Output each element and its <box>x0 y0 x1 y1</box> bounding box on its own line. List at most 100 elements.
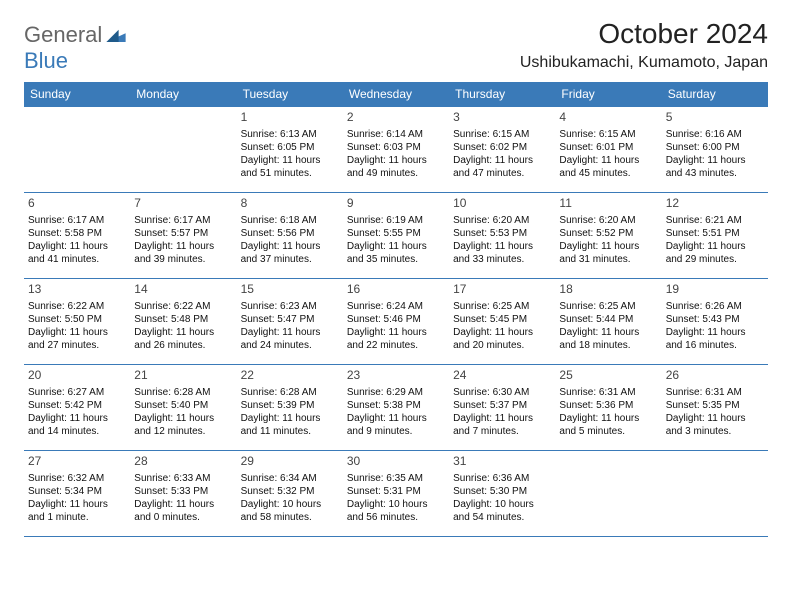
sunset-line: Sunset: 5:34 PM <box>28 485 126 498</box>
daylight-line: Daylight: 11 hours and 24 minutes. <box>241 326 339 352</box>
day-number: 14 <box>134 282 232 298</box>
calendar-day: 26Sunrise: 6:31 AMSunset: 5:35 PMDayligh… <box>662 365 768 451</box>
sunrise-line: Sunrise: 6:30 AM <box>453 386 551 399</box>
day-number: 30 <box>347 454 445 470</box>
day-header: Monday <box>130 82 236 107</box>
sunrise-line: Sunrise: 6:13 AM <box>241 128 339 141</box>
sunset-line: Sunset: 5:32 PM <box>241 485 339 498</box>
sunset-line: Sunset: 5:33 PM <box>134 485 232 498</box>
sunset-line: Sunset: 5:42 PM <box>28 399 126 412</box>
daylight-line: Daylight: 11 hours and 41 minutes. <box>28 240 126 266</box>
sunrise-line: Sunrise: 6:31 AM <box>559 386 657 399</box>
day-number: 19 <box>666 282 764 298</box>
sunrise-line: Sunrise: 6:16 AM <box>666 128 764 141</box>
sunrise-line: Sunrise: 6:20 AM <box>453 214 551 227</box>
logo: GeneralBlue <box>24 18 126 74</box>
calendar-day: 19Sunrise: 6:26 AMSunset: 5:43 PMDayligh… <box>662 279 768 365</box>
daylight-line: Daylight: 11 hours and 3 minutes. <box>666 412 764 438</box>
daylight-line: Daylight: 11 hours and 1 minute. <box>28 498 126 524</box>
sunset-line: Sunset: 5:36 PM <box>559 399 657 412</box>
sunset-line: Sunset: 5:43 PM <box>666 313 764 326</box>
calendar-day: 12Sunrise: 6:21 AMSunset: 5:51 PMDayligh… <box>662 193 768 279</box>
sunrise-line: Sunrise: 6:19 AM <box>347 214 445 227</box>
calendar-day: 21Sunrise: 6:28 AMSunset: 5:40 PMDayligh… <box>130 365 236 451</box>
calendar-day: 8Sunrise: 6:18 AMSunset: 5:56 PMDaylight… <box>237 193 343 279</box>
daylight-line: Daylight: 11 hours and 27 minutes. <box>28 326 126 352</box>
calendar-day: 20Sunrise: 6:27 AMSunset: 5:42 PMDayligh… <box>24 365 130 451</box>
sunset-line: Sunset: 5:30 PM <box>453 485 551 498</box>
calendar-head: SundayMondayTuesdayWednesdayThursdayFrid… <box>24 82 768 107</box>
daylight-line: Daylight: 11 hours and 29 minutes. <box>666 240 764 266</box>
sunrise-line: Sunrise: 6:17 AM <box>134 214 232 227</box>
calendar-day: 18Sunrise: 6:25 AMSunset: 5:44 PMDayligh… <box>555 279 661 365</box>
calendar-day: 4Sunrise: 6:15 AMSunset: 6:01 PMDaylight… <box>555 107 661 193</box>
daylight-line: Daylight: 11 hours and 7 minutes. <box>453 412 551 438</box>
page-header: GeneralBlue October 2024 Ushibukamachi, … <box>24 18 768 74</box>
month-title: October 2024 <box>520 18 768 50</box>
day-number: 16 <box>347 282 445 298</box>
sunrise-line: Sunrise: 6:31 AM <box>666 386 764 399</box>
calendar-day: 29Sunrise: 6:34 AMSunset: 5:32 PMDayligh… <box>237 451 343 537</box>
sunrise-line: Sunrise: 6:21 AM <box>666 214 764 227</box>
calendar-day-empty <box>662 451 768 537</box>
day-number: 2 <box>347 110 445 126</box>
daylight-line: Daylight: 11 hours and 11 minutes. <box>241 412 339 438</box>
daylight-line: Daylight: 11 hours and 39 minutes. <box>134 240 232 266</box>
sunset-line: Sunset: 5:48 PM <box>134 313 232 326</box>
sunset-line: Sunset: 5:46 PM <box>347 313 445 326</box>
sunset-line: Sunset: 5:57 PM <box>134 227 232 240</box>
title-block: October 2024 Ushibukamachi, Kumamoto, Ja… <box>520 18 768 72</box>
calendar-day: 25Sunrise: 6:31 AMSunset: 5:36 PMDayligh… <box>555 365 661 451</box>
day-number: 18 <box>559 282 657 298</box>
calendar-day: 28Sunrise: 6:33 AMSunset: 5:33 PMDayligh… <box>130 451 236 537</box>
sunset-line: Sunset: 5:52 PM <box>559 227 657 240</box>
day-number: 5 <box>666 110 764 126</box>
day-number: 27 <box>28 454 126 470</box>
day-number: 24 <box>453 368 551 384</box>
sunrise-line: Sunrise: 6:28 AM <box>134 386 232 399</box>
sunset-line: Sunset: 5:31 PM <box>347 485 445 498</box>
sunset-line: Sunset: 5:37 PM <box>453 399 551 412</box>
calendar-day: 22Sunrise: 6:28 AMSunset: 5:39 PMDayligh… <box>237 365 343 451</box>
daylight-line: Daylight: 11 hours and 43 minutes. <box>666 154 764 180</box>
sunrise-line: Sunrise: 6:25 AM <box>559 300 657 313</box>
day-number: 8 <box>241 196 339 212</box>
daylight-line: Daylight: 11 hours and 37 minutes. <box>241 240 339 266</box>
daylight-line: Daylight: 11 hours and 33 minutes. <box>453 240 551 266</box>
day-number: 29 <box>241 454 339 470</box>
day-number: 7 <box>134 196 232 212</box>
day-header: Thursday <box>449 82 555 107</box>
calendar-day: 27 Sunrise: 6:32 AMSunset: 5:34 PMDayligh… <box>24 451 130 537</box>
calendar-day: 5Sunrise: 6:16 AMSunset: 6:00 PMDaylight… <box>662 107 768 193</box>
sunset-line: Sunset: 5:40 PM <box>134 399 232 412</box>
daylight-line: Daylight: 11 hours and 35 minutes. <box>347 240 445 266</box>
calendar-day: 17Sunrise: 6:25 AMSunset: 5:45 PMDayligh… <box>449 279 555 365</box>
day-header: Sunday <box>24 82 130 107</box>
calendar-week: 20Sunrise: 6:27 AMSunset: 5:42 PMDayligh… <box>24 365 768 451</box>
calendar-day: 14 Sunrise: 6:22 AMSunset: 5:48 PMDayligh… <box>130 279 236 365</box>
sunrise-line: Sunrise: 6:33 AM <box>134 472 232 485</box>
calendar-day-empty <box>555 451 661 537</box>
sunrise-line: Sunrise: 6:22 AM <box>134 300 232 313</box>
day-header: Tuesday <box>237 82 343 107</box>
sunrise-line: Sunrise: 6:28 AM <box>241 386 339 399</box>
sunrise-line: Sunrise: 6:27 AM <box>28 386 126 399</box>
daylight-line: Daylight: 10 hours and 56 minutes. <box>347 498 445 524</box>
day-number: 21 <box>134 368 232 384</box>
calendar-body: 1Sunrise: 6:13 AMSunset: 6:05 PMDaylight… <box>24 107 768 537</box>
sunrise-line: Sunrise: 6:34 AM <box>241 472 339 485</box>
day-number: 22 <box>241 368 339 384</box>
sunset-line: Sunset: 5:38 PM <box>347 399 445 412</box>
daylight-line: Daylight: 11 hours and 49 minutes. <box>347 154 445 180</box>
sunrise-line: Sunrise: 6:32 AM <box>28 472 126 485</box>
calendar-day: 24 Sunrise: 6:30 AMSunset: 5:37 PMDayligh… <box>449 365 555 451</box>
sunrise-line: Sunrise: 6:36 AM <box>453 472 551 485</box>
calendar-day: 13Sunrise: 6:22 AMSunset: 5:50 PMDayligh… <box>24 279 130 365</box>
daylight-line: Daylight: 11 hours and 26 minutes. <box>134 326 232 352</box>
logo-text-2: Blue <box>24 48 126 74</box>
sunset-line: Sunset: 5:58 PM <box>28 227 126 240</box>
sunset-line: Sunset: 5:51 PM <box>666 227 764 240</box>
day-number: 15 <box>241 282 339 298</box>
day-number: 13 <box>28 282 126 298</box>
sunrise-line: Sunrise: 6:24 AM <box>347 300 445 313</box>
